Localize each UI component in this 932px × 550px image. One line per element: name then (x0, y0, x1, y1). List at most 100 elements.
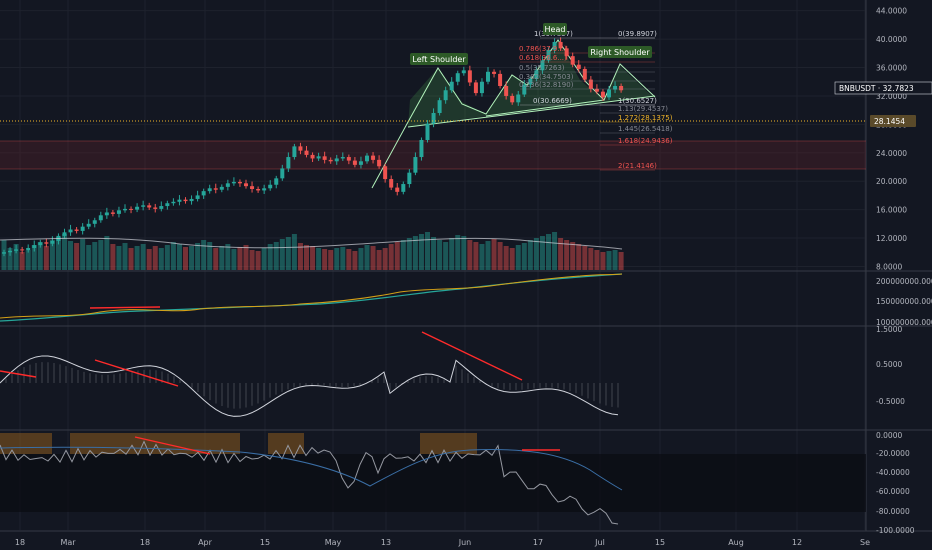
candle-body (473, 82, 478, 94)
candle-body (237, 181, 242, 184)
candle-body (74, 229, 79, 231)
obv-tick-label: 100000000.0000 (876, 318, 932, 327)
candle-body (292, 146, 297, 158)
candle-body (213, 188, 218, 190)
volume-bar (128, 248, 134, 270)
wr-tick-label: -80.0000 (876, 507, 910, 516)
price-tick-label: 24.0000 (876, 149, 907, 158)
candle-body (207, 188, 212, 192)
volume-bar (546, 234, 551, 270)
time-tick-label: Se (860, 538, 870, 547)
head-label-bg (543, 23, 567, 35)
volume-bar (158, 248, 164, 270)
volume-bar (515, 245, 521, 270)
volume-bar (509, 248, 515, 270)
volume-bar (49, 240, 55, 270)
volume-bar (68, 241, 74, 270)
volume-bar (412, 236, 418, 270)
candle-body (395, 187, 400, 192)
volume-bar (219, 246, 225, 270)
volume-bar (195, 243, 201, 270)
fib-level-label: 0.382(34.7503) (519, 73, 574, 81)
volume-bar (449, 238, 455, 270)
candle-body (250, 186, 255, 190)
candle-body (534, 70, 539, 79)
macd-tick-label: 0.5000 (876, 360, 902, 369)
time-tick-label: 12 (792, 538, 802, 547)
volume-bar (146, 249, 152, 270)
volume-bar (110, 244, 116, 270)
volume-bar (443, 242, 449, 270)
right-shoulder-label-bg (588, 46, 652, 58)
candlestick-series (2, 37, 624, 257)
obv-tick-label: 150000000.0000 (876, 297, 932, 306)
time-tick-label: 18 (15, 538, 25, 547)
pattern-fill (372, 40, 653, 188)
volume-bar (19, 252, 25, 270)
volume-bar (189, 246, 195, 270)
candle-body (498, 73, 503, 86)
wr-tick-label: -100.0000 (876, 526, 915, 535)
pattern-outline (371, 39, 656, 189)
candle-body (377, 159, 382, 167)
volume-bar (249, 250, 255, 270)
candle-body (346, 157, 351, 161)
candle-body (588, 79, 593, 89)
candle-body (159, 206, 164, 209)
fib-level-label: 0.786(37.9...) (519, 45, 567, 53)
volume-bar (425, 232, 430, 270)
candle-body (582, 68, 587, 80)
time-tick-label: 17 (533, 538, 543, 547)
candle-body (316, 156, 321, 159)
fibonacci-levels: 1(39.7857)0(39.8907)0.786(37.9...)0.618(… (0, 30, 866, 171)
left-shoulder-label: Left Shoulder (412, 55, 466, 64)
last-price-tag-bg (834, 81, 932, 95)
fib-level-label: 0.5(35.7263) (519, 64, 565, 72)
candle-body (304, 150, 309, 155)
volume-bar (612, 250, 618, 270)
volume-bar (74, 243, 80, 270)
level-tag-bg (870, 115, 916, 127)
volume-bar (618, 252, 624, 270)
candle-body (431, 112, 436, 124)
volume-bar (122, 243, 128, 270)
indicator-panels (0, 273, 866, 525)
candle-body (322, 156, 327, 160)
volume-bar (558, 238, 564, 270)
volume-bar (213, 248, 219, 270)
volume-bar (600, 252, 606, 270)
candle-body (479, 81, 484, 94)
candle-body (141, 205, 146, 207)
volume-bar (491, 239, 497, 270)
volume-bar (400, 240, 406, 270)
volume-bar (297, 243, 303, 270)
price-tick-label: 8.0000 (876, 262, 902, 271)
candle-body (298, 146, 303, 151)
macd-tick-label: -0.5000 (876, 397, 905, 406)
time-tick-label: Mar (60, 538, 76, 547)
volume-bar (43, 246, 49, 270)
candle-body (129, 208, 134, 210)
level-tag: 28.1454 (874, 117, 905, 126)
candle-body (449, 81, 454, 91)
obv-tick-label: 200000000.0000 (876, 277, 932, 286)
fib-level-label: 0.236(32.8190) (519, 81, 574, 89)
macd-divergence-line (0, 370, 37, 378)
last-price-tag: BNBUSDT · 32.7823 (839, 84, 914, 93)
price-tick-label: 12.0000 (876, 234, 907, 243)
candle-body (613, 85, 618, 90)
price-tick-label: 16.0000 (876, 206, 907, 215)
head-label: Head (545, 25, 566, 34)
volume-bar (237, 247, 243, 270)
wr-tick-label: 0.0000 (876, 431, 902, 440)
price-axes: 44.000040.000036.000032.000028.000024.00… (834, 7, 932, 535)
volume-bar (170, 242, 176, 270)
candle-body (110, 212, 115, 214)
candle-body (358, 161, 363, 165)
candle-body (594, 88, 599, 92)
neckline-inner (485, 99, 605, 117)
candle-body (50, 240, 55, 244)
candle-body (486, 71, 490, 82)
candle-body (165, 203, 170, 207)
